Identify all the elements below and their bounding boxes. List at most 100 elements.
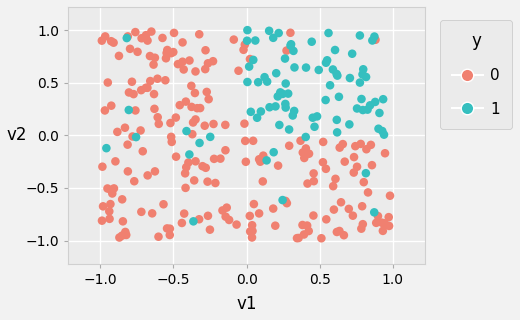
Point [191,159,200,164]
Point [341,159,349,164]
Point [381,221,389,226]
Point [359,67,368,72]
Point [337,200,345,205]
Point [132,134,140,140]
Point [251,38,259,43]
Point [143,85,151,90]
Point [386,193,394,198]
Point [202,165,210,170]
Point [346,76,354,81]
Point [269,150,278,155]
Point [158,36,166,41]
Point [283,201,291,206]
Point [142,85,150,90]
Point [364,190,372,195]
Point [151,169,159,174]
Point [357,226,366,231]
Point [126,46,134,52]
Point [101,34,109,39]
Point [269,35,277,40]
Point [124,34,132,39]
Point [195,32,203,37]
Point [322,166,330,172]
Point [195,217,203,222]
Point [248,223,256,228]
X-axis label: v1: v1 [237,295,257,313]
Point [274,94,282,99]
Point [153,76,162,81]
Point [184,160,192,165]
Point [319,160,327,165]
Point [333,73,342,78]
Point [305,228,313,234]
Point [198,164,206,169]
Point [191,117,200,122]
Point [235,68,243,73]
Point [298,150,307,155]
Point [121,229,129,235]
Point [253,115,261,120]
Point [302,65,310,70]
Point [154,234,163,239]
Point [154,121,163,126]
Point [378,129,386,134]
Point [349,170,358,175]
Point [107,103,115,108]
Point [209,59,217,64]
Point [281,105,290,110]
Point [125,90,133,95]
Point [345,122,354,127]
Point [144,173,152,178]
Point [110,186,118,191]
Point [381,151,389,156]
Point [130,179,138,184]
Point [131,108,139,113]
Point [211,180,219,186]
Point [308,115,317,120]
Point [221,122,229,127]
Point [329,184,337,189]
Point [245,213,254,219]
Point [174,61,182,67]
Point [122,232,131,237]
Point [385,223,393,228]
Point [136,128,145,133]
Point [222,148,230,153]
Point [298,222,307,228]
Point [191,69,200,74]
Point [293,236,301,241]
Point [240,121,249,126]
Point [359,222,367,227]
Point [371,37,380,42]
Point [350,155,358,160]
Point [201,48,210,53]
Point [307,39,316,44]
Point [163,47,172,52]
Point [353,106,361,111]
Point [345,206,353,212]
Point [189,120,197,125]
Point [359,108,367,113]
Point [309,213,318,218]
Point [170,30,178,36]
Point [169,50,177,55]
Point [98,38,106,43]
Point [193,106,201,111]
Point [296,138,305,143]
Point [261,75,269,80]
Point [162,51,171,56]
Point [303,223,311,228]
Point [362,75,370,80]
Point [258,179,267,184]
Point [331,47,339,52]
Point [246,109,255,114]
Point [196,140,204,146]
Point [216,156,225,161]
Point [131,29,139,35]
Point [144,38,152,43]
Point [360,180,368,185]
Point [182,165,190,170]
Point [101,108,109,113]
Point [98,218,106,223]
Point [107,188,115,193]
